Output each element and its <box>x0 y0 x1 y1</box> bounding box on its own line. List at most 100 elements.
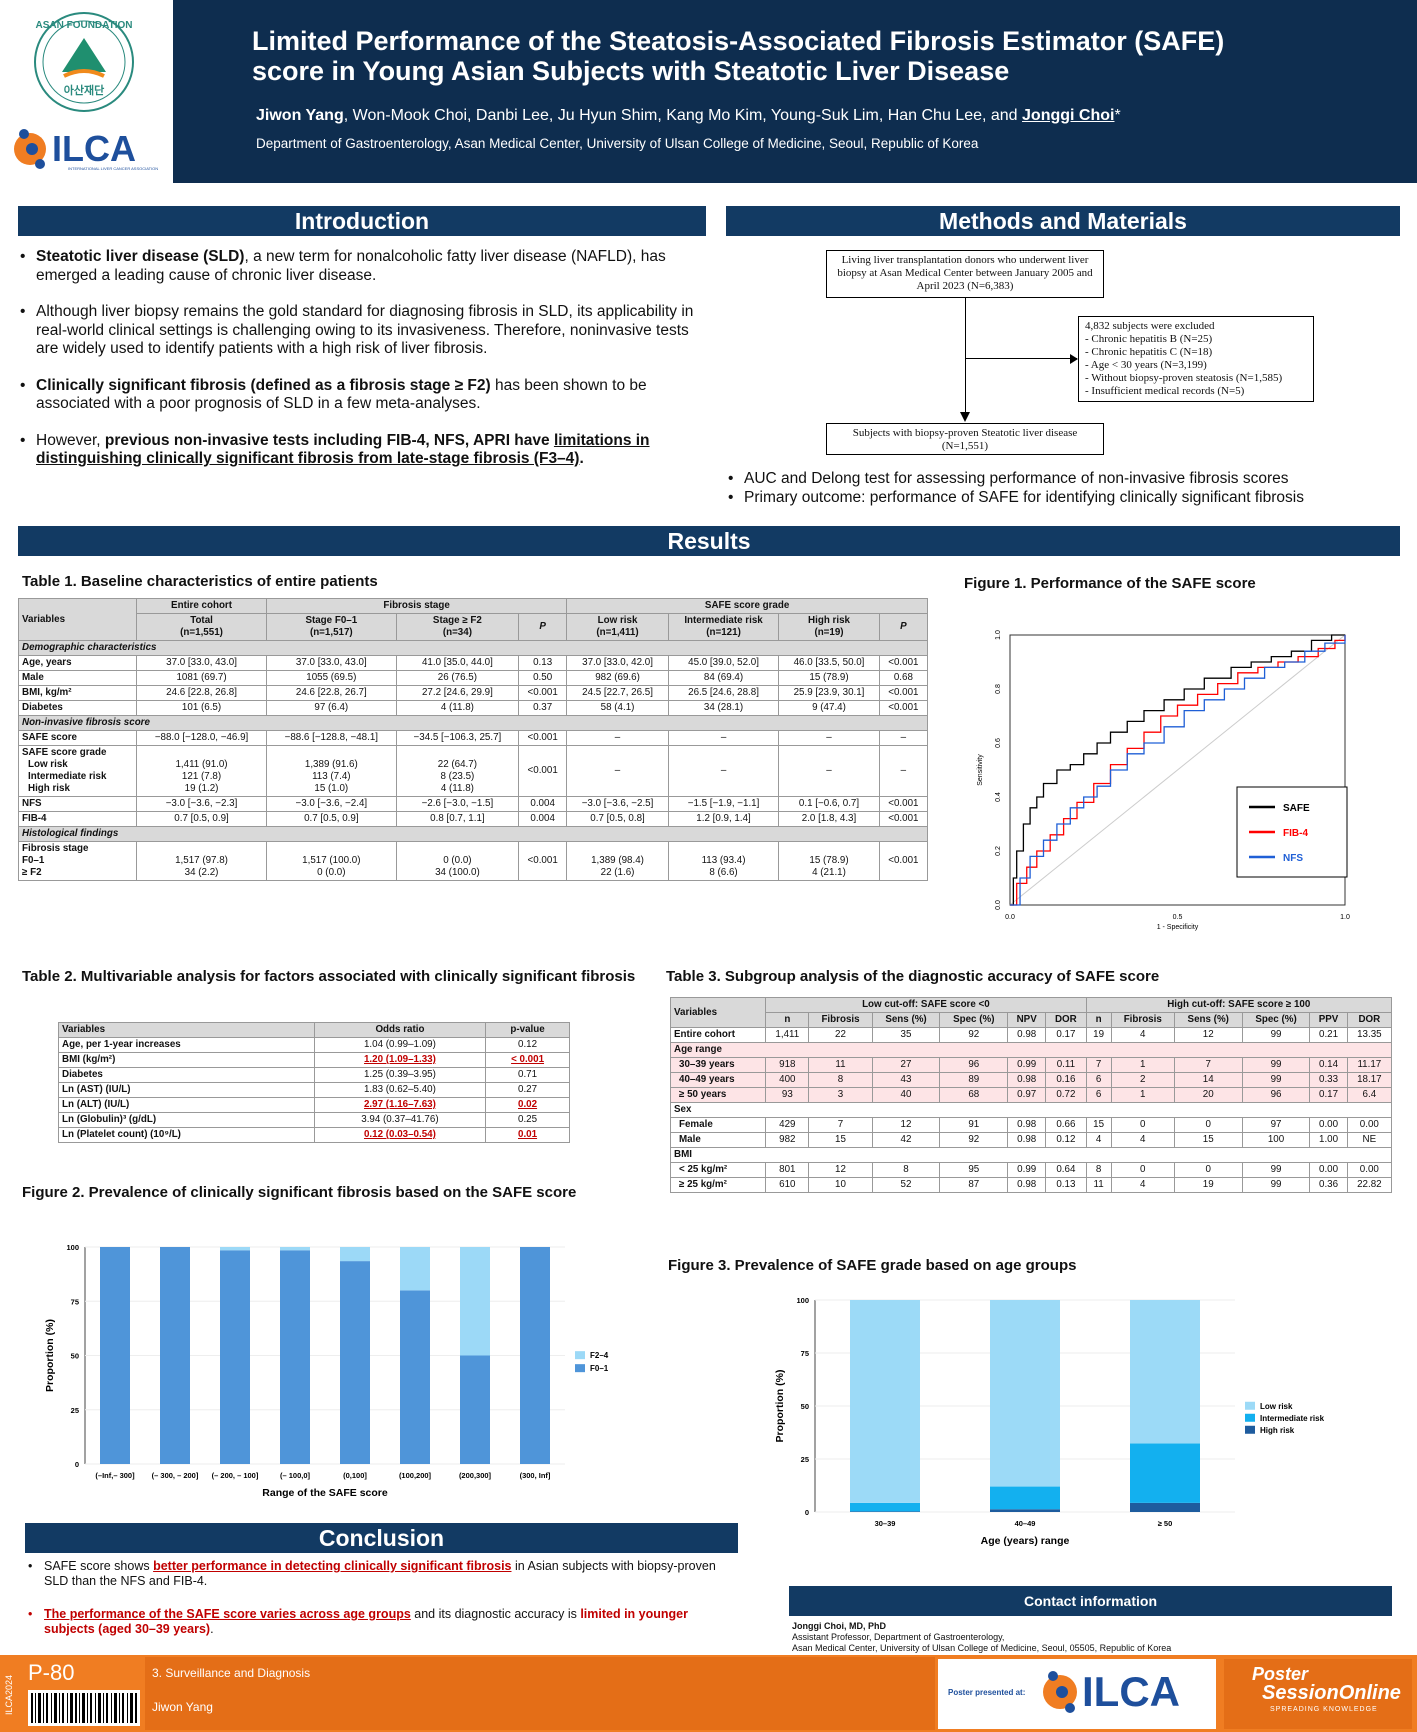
footer-category: 3. Surveillance and Diagnosis <box>152 1666 311 1680</box>
table-cell: 1.04 (0.99–1.09) <box>313 1037 487 1053</box>
poster-header <box>0 0 1417 183</box>
table-row: Ln (ALT) (IU/L) 2.97 (1.16–7.63) 0.02 <box>58 1097 570 1113</box>
table-cell: 0.99 <box>1007 1057 1047 1073</box>
pso-panel <box>1224 1659 1412 1729</box>
table-cell: BMI, kg/m² <box>17 685 138 701</box>
x-tick-label: (100,200] <box>399 1471 432 1480</box>
flow-box-final: Subjects with biopsy-proven Steatotic li… <box>826 423 1104 455</box>
table-cell: 58 (4.1) <box>566 700 669 716</box>
table-cell: 99 <box>1241 1027 1311 1043</box>
legend-swatch <box>1245 1425 1255 1434</box>
table-cell: 84 (69.4) <box>667 670 780 686</box>
contact-info: Jonggi Choi, MD, PhD Assistant Professor… <box>792 1621 1171 1654</box>
table-cell: 4 <box>1110 1027 1175 1043</box>
table-cell: 0 <box>1173 1162 1243 1178</box>
fig2-caption: Figure 2. Prevalence of clinically signi… <box>22 1184 577 1201</box>
table-cell: 3.94 (0.37–41.76) <box>313 1112 487 1128</box>
t1-fs-label: Fibrosis stage F0–1 ≥ F2 <box>17 841 138 881</box>
table-cell: 0.12 (0.03–0.54) <box>313 1127 487 1143</box>
bar-segment <box>220 1247 250 1251</box>
t3-subheader: Spec (%) <box>1241 1012 1311 1028</box>
t1-fs-p: <0.001 <box>518 841 568 881</box>
conclusion-b2-highlight: The performance of the SAFE score varies… <box>44 1607 411 1621</box>
table-cell: 19 <box>1173 1177 1243 1193</box>
y-tick-label: 25 <box>801 1455 809 1464</box>
table-cell: 20 <box>1173 1087 1243 1103</box>
t1-score-rows: NFS −3.0 [−3.6, −2.3] −3.0 [−3.6, −2.4] −2.… <box>17 796 929 827</box>
table-cell: NE <box>1346 1132 1393 1148</box>
table-cell: −3.0 [−3.6, −2.4] <box>265 796 397 812</box>
results-heading: Results <box>18 526 1400 556</box>
table-cell: 0.21 <box>1309 1027 1348 1043</box>
first-author: Jiwon Yang <box>256 107 344 124</box>
table-cell: 0.17 <box>1045 1027 1087 1043</box>
table-cell: 11 <box>808 1057 873 1073</box>
table-row: Diabetes 101 (6.5) 97 (6.4) 4 (11.8) 0.37 58 … <box>17 700 929 716</box>
table-cell: 0.98 <box>1007 1132 1047 1148</box>
table-cell: 99 <box>1241 1177 1311 1193</box>
t1-h-f01: Stage F0–1 (n=1,517) <box>265 613 397 641</box>
excluded-title: 4,832 subjects were excluded <box>1085 320 1215 332</box>
x-tick-label: ≥ 50 <box>1158 1519 1173 1528</box>
bar-segment <box>280 1250 310 1464</box>
table-cell: 982 <box>765 1132 810 1148</box>
flow-box-donors: Living liver transplantation donors who … <box>826 250 1104 298</box>
pso-logo-top: Poster <box>1252 1664 1309 1684</box>
table-cell: 1081 (69.7) <box>136 670 267 686</box>
x-tick-label: 1.0 <box>1340 914 1350 921</box>
t3-h-high: High cut-off: SAFE score ≥ 100 <box>1085 997 1393 1013</box>
t1-h-entire: Entire cohort <box>136 598 267 614</box>
table-cell: 96 <box>1241 1087 1311 1103</box>
logo-bottom-text: 아산재단 <box>64 83 104 97</box>
excluded-item: - Without biopsy-proven steatosis (N=1,5… <box>1085 372 1283 384</box>
intro-bullet-4: However, previous non-invasive tests inc… <box>20 432 710 469</box>
legend-swatch <box>575 1364 585 1373</box>
y-tick-label: 75 <box>71 1297 79 1306</box>
table-cell: 91 <box>939 1117 1009 1133</box>
t3-age-rows: 30–39 years 918 11 27 96 0.99 0.11 7 1 7 99 0.14 11.… <box>669 1057 1393 1103</box>
t1-grade-dash: – <box>778 745 880 797</box>
bar-segment <box>400 1290 430 1464</box>
t3-bmi-rows: < 25 kg/m² 801 12 8 95 0.99 0.64 8 0 0 99 0.00 0.00 ≥… <box>669 1162 1393 1193</box>
intro-heading: Introduction <box>18 206 706 236</box>
legend-swatch <box>575 1351 585 1360</box>
table-cell: 982 (69.6) <box>566 670 669 686</box>
table-row: Ln (AST) (IU/L) 1.83 (0.62–5.40) 0.27 <box>58 1082 570 1098</box>
table-row: Ln (Globulin)³ (g/dL) 3.94 (0.37–41.76) 0.… <box>58 1112 570 1128</box>
table-cell: 400 <box>765 1072 810 1088</box>
table-row: Fibrosis stage F0–1 ≥ F2 1,517 (97.8) 34 (2… <box>17 841 929 881</box>
table-row: SAFE score −88.0 [−128.0, −46.9] −88.6 [−1… <box>17 730 929 746</box>
table3-caption: Table 3. Subgroup analysis of the diagno… <box>666 968 1160 985</box>
table-cell: 35 <box>871 1027 941 1043</box>
t1-cat-noninvasive: Non-invasive fibrosis score <box>18 715 928 731</box>
table-row: Age, years 37.0 [33.0, 43.0] 37.0 [33.0, 4… <box>17 655 929 671</box>
intro-b4-a: However, <box>36 431 105 449</box>
table-cell: Ln (ALT) (IU/L) <box>58 1097 315 1113</box>
table-cell: 92 <box>939 1132 1009 1148</box>
legend-label: SAFE <box>1283 803 1310 814</box>
y-tick-label: 25 <box>71 1406 79 1415</box>
bar-segment <box>1130 1443 1200 1503</box>
x-tick-label: (– 100,0] <box>280 1471 311 1480</box>
table-row: Ln (Platelet count) (10⁹/L) 0.12 (0.03–0.… <box>58 1127 570 1143</box>
t2-h-var: Variables <box>58 1022 315 1038</box>
table-cell: 37.0 [33.0, 43.0] <box>136 655 267 671</box>
table-cell: 24.5 [22.7, 26.5] <box>566 685 669 701</box>
poster-presented-at: Poster presented at: <box>948 1688 1026 1697</box>
table-cell: 0.00 <box>1346 1162 1393 1178</box>
x-tick-label: (–Inf,– 300] <box>95 1471 135 1480</box>
table-row: Male 982 15 42 92 0.98 0.12 4 4 15 100 1.00 NE <box>669 1132 1393 1148</box>
t3-subheader: DOR <box>1346 1012 1393 1028</box>
x-tick-label: (300, Inf] <box>520 1471 551 1480</box>
roc-line-nfs <box>1010 635 1346 906</box>
y-tick-label: 0.0 <box>995 900 1002 910</box>
legend-label: High risk <box>1260 1426 1295 1435</box>
ilca-logo-sub: INTERNATIONAL LIVER CANCER ASSOCIATION <box>68 166 159 171</box>
author-list: Jiwon Yang, Won-Mook Choi, Danbi Lee, Ju… <box>256 107 1121 125</box>
table-row: Sex <box>670 1102 1392 1118</box>
table-row: ≥ 50 years 93 3 40 68 0.97 0.72 6 1 20 96 0.17 6.4 <box>669 1087 1393 1103</box>
flow-line-horizontal <box>965 358 1077 359</box>
table2-caption: Table 2. Multivariable analysis for fact… <box>22 968 636 985</box>
y-tick-label: 50 <box>71 1352 79 1361</box>
legend-swatch <box>1245 1401 1255 1410</box>
